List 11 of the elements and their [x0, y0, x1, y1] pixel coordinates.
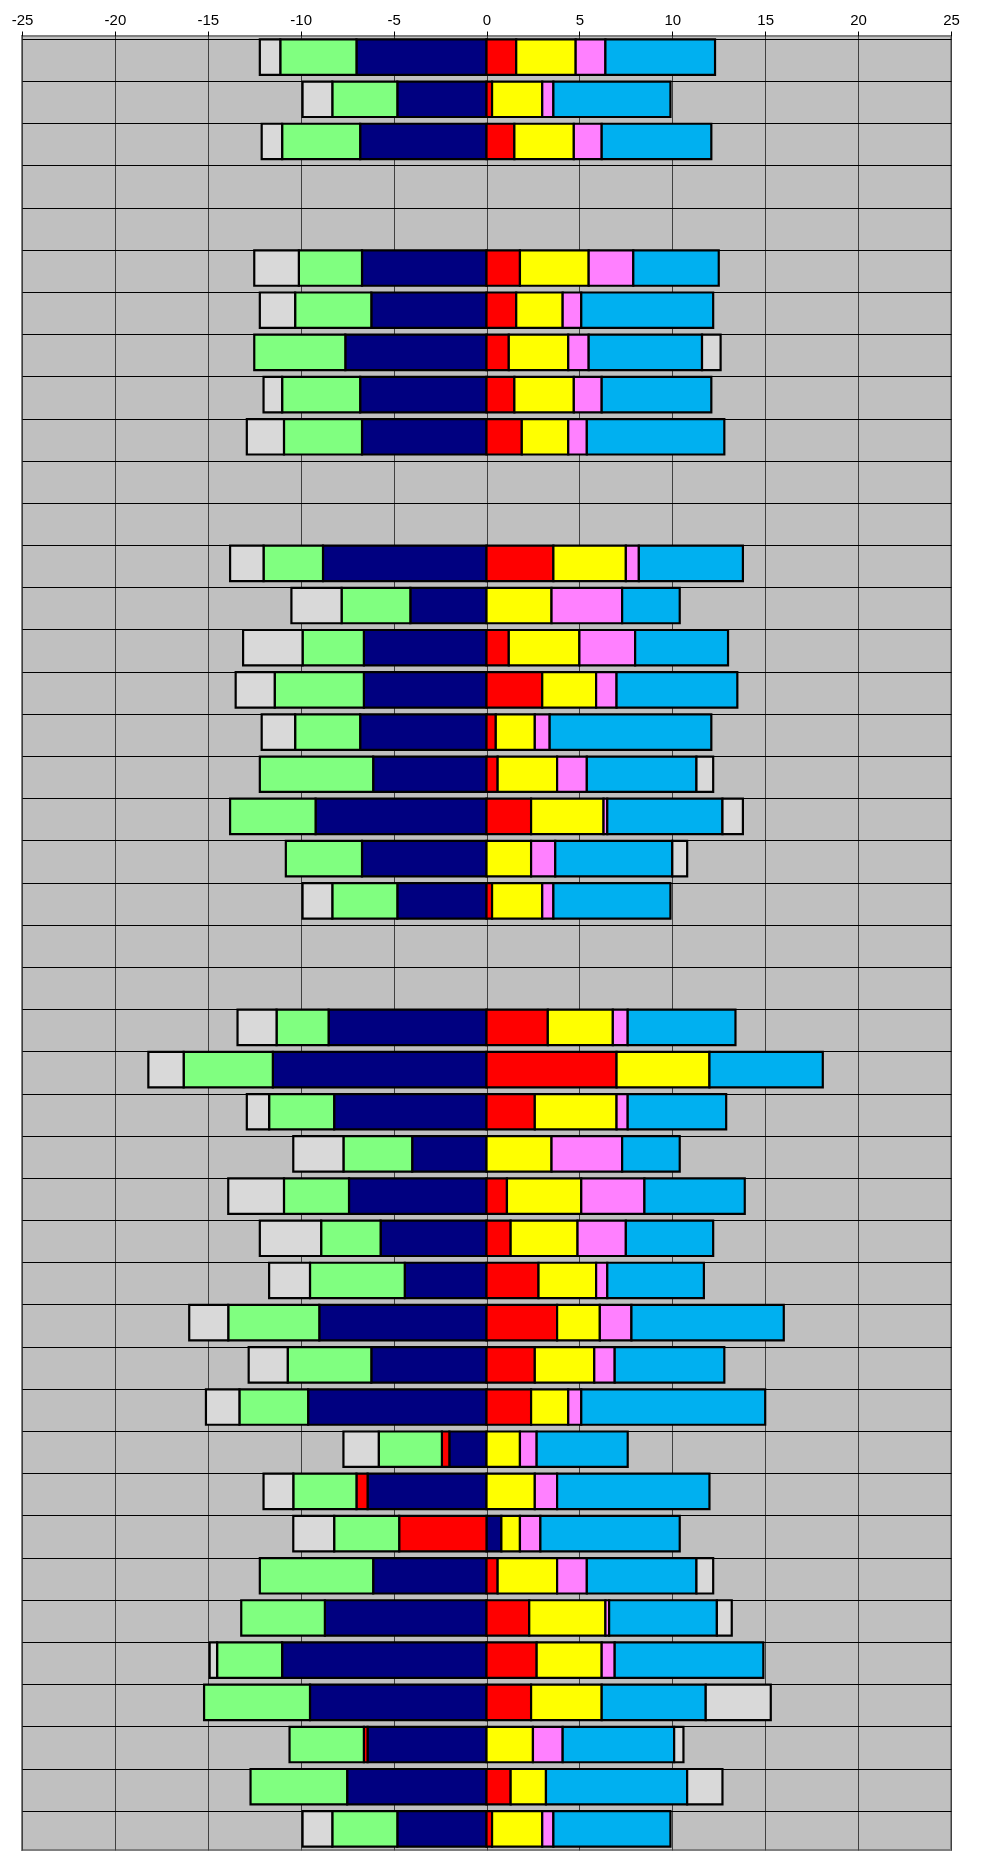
x-tick-label: 10 [664, 10, 682, 28]
x-tick-label: 5 [575, 10, 585, 28]
x-tick-label: 0 [482, 10, 492, 28]
x-tick-label: 25 [943, 10, 960, 28]
x-tick-label: 20 [850, 10, 867, 28]
x-tick-label: -20 [104, 10, 127, 28]
x-tick-label: -10 [290, 10, 313, 28]
x-tick-label: 15 [757, 10, 775, 28]
x-tick-label: -25 [11, 10, 34, 28]
x-tick-label: -15 [197, 10, 220, 28]
x-tick-label: -5 [387, 10, 401, 28]
